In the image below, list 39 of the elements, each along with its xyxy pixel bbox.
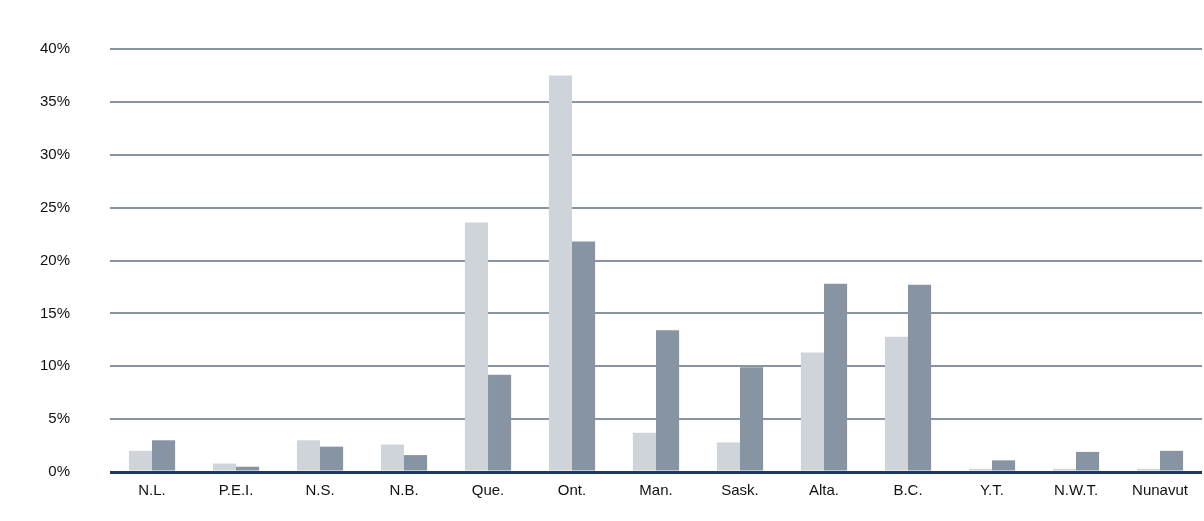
- x-tick-label: Man.: [639, 481, 673, 499]
- y-tick-label: 35%: [39, 92, 71, 110]
- bar: [464, 222, 489, 471]
- bar: [1160, 450, 1184, 471]
- bar: [380, 444, 405, 471]
- bar: [236, 466, 260, 471]
- bar: [152, 440, 176, 471]
- y-tick-label: 0%: [48, 462, 71, 480]
- bar: [716, 442, 741, 471]
- bar: [404, 455, 428, 471]
- y-tick-label: 5%: [48, 409, 71, 427]
- y-tick-label: 25%: [39, 197, 71, 215]
- bar: [212, 463, 237, 471]
- y-tick-label: 15%: [39, 303, 71, 321]
- x-tick-label: Y.T.: [980, 481, 1004, 499]
- bar: [884, 336, 909, 471]
- bar: [632, 432, 657, 471]
- y-tick-label: 10%: [39, 356, 71, 374]
- x-tick-label: Nunavut: [1132, 481, 1189, 499]
- x-tick-label: N.W.T.: [1053, 481, 1099, 499]
- bar: [1076, 451, 1100, 471]
- bar: [320, 446, 344, 471]
- x-tick-label: Que.: [471, 481, 505, 499]
- x-tick-label: Ont.: [557, 481, 587, 499]
- x-tick-label: B.C.: [893, 481, 923, 499]
- x-tick-label: N.B.: [389, 481, 419, 499]
- bar: [296, 440, 321, 471]
- y-tick-label: 40%: [39, 39, 71, 57]
- x-tick-label: P.E.I.: [218, 481, 254, 499]
- y-tick-label: 30%: [39, 144, 71, 162]
- x-tick-label: Alta.: [809, 481, 840, 499]
- x-tick-label: Sask.: [721, 481, 759, 499]
- bar: [992, 460, 1016, 471]
- bar: [548, 75, 573, 471]
- x-tick-label: N.L.: [138, 481, 166, 499]
- x-tick-label: N.S.: [305, 481, 335, 499]
- y-tick-label: 20%: [39, 250, 71, 268]
- bar: [128, 450, 153, 471]
- bar: [800, 352, 825, 471]
